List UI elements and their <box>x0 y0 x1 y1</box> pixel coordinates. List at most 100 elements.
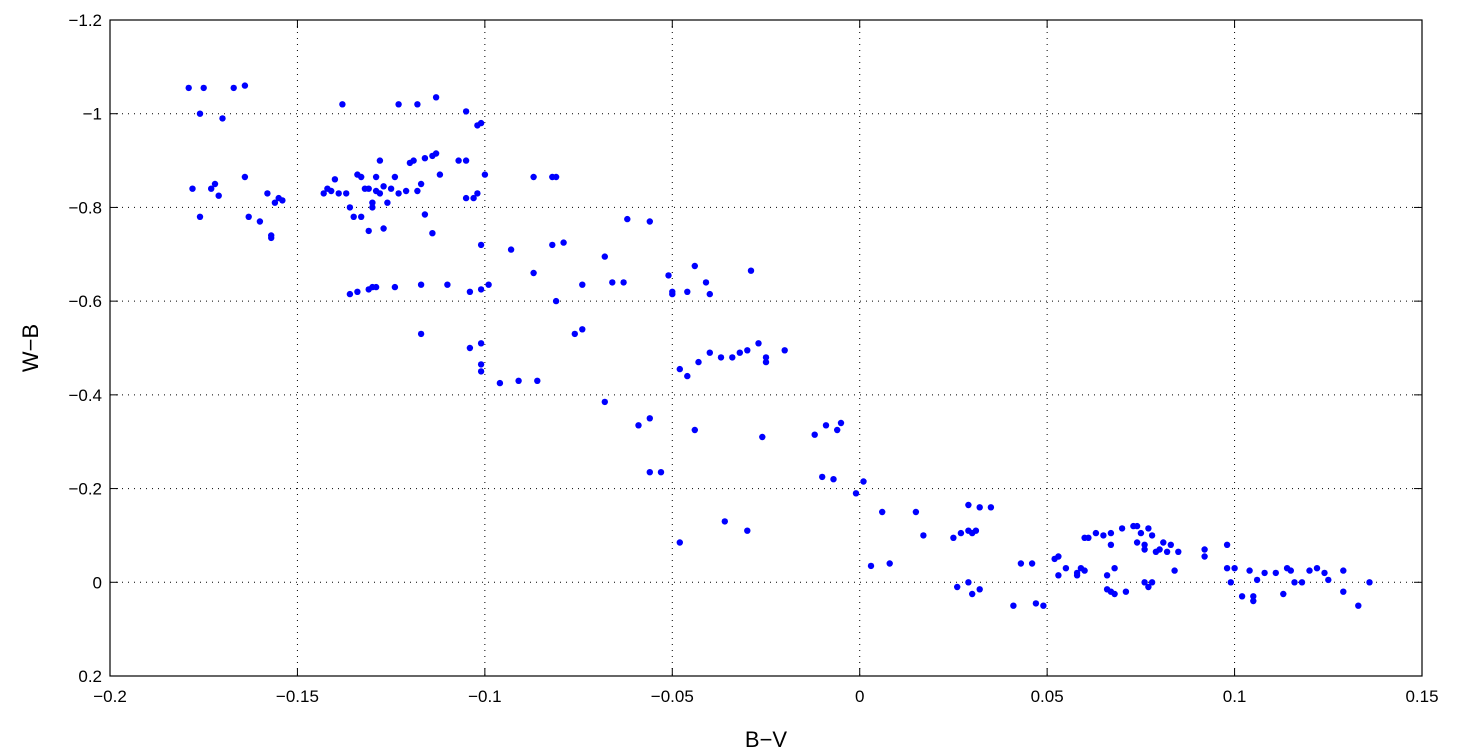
data-point <box>552 297 560 305</box>
data-point <box>369 204 376 211</box>
data-point <box>395 190 402 197</box>
data-point <box>1253 576 1261 584</box>
data-point <box>837 419 845 427</box>
data-point <box>1085 534 1092 541</box>
data-point <box>1133 522 1141 530</box>
data-point <box>365 227 372 235</box>
x-tick-label: −0.15 <box>276 687 319 706</box>
y-tick-label: 0 <box>93 573 102 592</box>
x-tick-labels: −0.2 −0.15 −0.1 −0.05 0 0.05 0.1 0.15 <box>93 687 1438 706</box>
data-point <box>860 478 867 485</box>
data-point <box>744 527 751 534</box>
data-point <box>1111 590 1118 598</box>
data-point <box>729 354 736 361</box>
data-point <box>759 433 766 441</box>
data-point <box>1073 572 1081 579</box>
data-point <box>1160 539 1167 546</box>
x-tick-label: 0.15 <box>1405 687 1438 706</box>
data-point <box>1366 579 1373 586</box>
data-point <box>477 241 485 249</box>
data-point <box>417 281 425 288</box>
data-point <box>219 115 226 122</box>
data-point <box>365 185 372 192</box>
data-point <box>560 239 567 246</box>
plot-area <box>110 20 1422 676</box>
data-point <box>189 185 196 192</box>
data-point <box>474 190 481 197</box>
data-point <box>429 230 436 237</box>
data-point <box>691 262 698 270</box>
data-point <box>462 157 470 164</box>
data-point <box>852 490 860 497</box>
data-point <box>530 173 537 181</box>
data-point <box>462 108 470 115</box>
data-point <box>579 281 586 288</box>
data-point <box>358 173 365 181</box>
data-point <box>811 431 818 438</box>
data-point <box>331 176 339 183</box>
data-point <box>391 173 399 181</box>
data-point <box>721 518 728 525</box>
data-point <box>466 344 474 352</box>
data-point <box>646 415 653 422</box>
x-tick-label: 0.1 <box>1223 687 1247 706</box>
data-point <box>256 218 264 225</box>
y-tick-label: −0.6 <box>68 292 102 311</box>
data-point <box>867 562 875 570</box>
data-point <box>976 504 983 511</box>
data-point <box>657 469 665 476</box>
y-tick-label: −1 <box>83 105 102 124</box>
data-point <box>481 171 489 178</box>
data-point <box>215 192 222 199</box>
data-point <box>706 349 713 356</box>
data-point <box>646 469 653 476</box>
data-point <box>414 187 421 195</box>
data-point <box>1287 567 1295 574</box>
data-point <box>485 281 492 288</box>
data-point <box>1092 529 1100 537</box>
data-point <box>601 398 608 406</box>
data-point <box>496 379 504 387</box>
data-point <box>886 560 893 567</box>
y-tick-label: −0.8 <box>68 198 102 217</box>
data-point <box>1171 567 1178 574</box>
data-point <box>1055 553 1062 560</box>
data-point <box>620 279 627 286</box>
data-point <box>534 377 541 384</box>
data-point <box>1055 572 1062 579</box>
data-point <box>466 288 474 295</box>
data-point <box>1321 569 1328 577</box>
data-point <box>819 473 826 481</box>
data-point <box>972 527 980 534</box>
data-point <box>1010 602 1017 609</box>
data-point <box>1141 541 1148 548</box>
data-point <box>1167 541 1175 548</box>
axis-ticks <box>109 19 1423 677</box>
data-point <box>208 185 215 192</box>
data-point <box>372 283 380 291</box>
data-point <box>1107 529 1115 537</box>
data-point <box>380 225 387 232</box>
data-point <box>1261 569 1268 577</box>
data-point <box>354 288 361 295</box>
data-point <box>781 347 788 354</box>
data-point <box>552 173 560 181</box>
data-point <box>669 290 676 298</box>
data-point <box>1175 548 1182 555</box>
x-tick-label: 0 <box>855 687 864 706</box>
data-point <box>1355 602 1362 609</box>
data-point <box>830 476 837 483</box>
data-point <box>1111 565 1118 572</box>
data-point <box>380 183 387 190</box>
data-point <box>185 84 192 92</box>
data-point <box>912 508 920 516</box>
data-point <box>376 190 384 197</box>
data-point <box>762 354 770 361</box>
data-point <box>744 347 751 354</box>
data-point <box>822 422 830 429</box>
y-tick-labels: −1.2 −1 −0.8 −0.6 −0.4 −0.2 0 0.2 <box>68 11 102 686</box>
data-point <box>402 187 410 195</box>
data-point <box>387 185 395 192</box>
data-point <box>477 119 485 127</box>
